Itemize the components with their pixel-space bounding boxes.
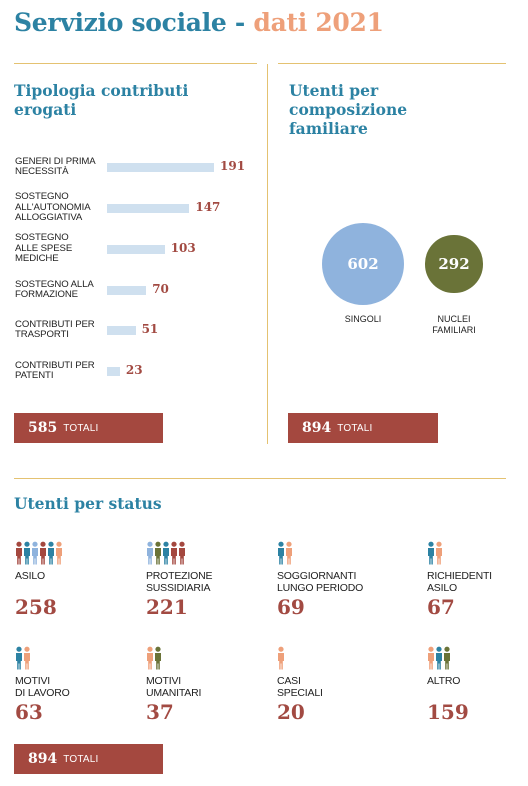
bar-value-label: 103 xyxy=(170,241,196,255)
people-group-icon xyxy=(427,646,451,670)
person-icon xyxy=(24,541,30,565)
bar-category-label: GENERI DI PRIMA NECESSITÀ xyxy=(15,155,96,177)
vertical-divider xyxy=(267,64,268,444)
status-value: 20 xyxy=(277,700,305,724)
bar-category-label: CONTRIBUTI PER PATENTI xyxy=(15,359,95,381)
person-pair-icon xyxy=(427,541,443,565)
person-icon xyxy=(286,541,292,565)
person-icon xyxy=(277,646,285,670)
status-total-number: 894 xyxy=(28,751,58,767)
person-icon xyxy=(147,646,153,670)
status-category-label: ASILO xyxy=(15,570,45,582)
bubble: 292 xyxy=(425,235,483,293)
people-group-icon xyxy=(15,541,63,565)
top-divider-left xyxy=(14,63,257,64)
middle-divider xyxy=(14,478,506,479)
bar-value-label: 191 xyxy=(220,159,246,173)
left-total-label: TOTALI xyxy=(63,422,99,434)
right-total-label: TOTALI xyxy=(337,422,373,434)
bar-category-label: SOSTEGNO ALLA FORMAZIONE xyxy=(15,278,94,300)
status-category-label: MOTIVI UMANITARI xyxy=(146,675,202,699)
status-category-label: SOGGIORNANTI LUNGO PERIODO xyxy=(277,570,364,594)
status-category-label: PROTEZIONE SUSSIDIARIA xyxy=(146,570,213,594)
status-section-heading: Utenti per status xyxy=(14,494,162,513)
left-section-heading: Tipologia contributi erogati xyxy=(14,81,189,119)
bar-value-label: 70 xyxy=(152,282,169,296)
bar-value-label: 51 xyxy=(141,322,159,336)
bar-value-label: 147 xyxy=(195,200,221,214)
bar xyxy=(107,325,136,335)
status-value: 221 xyxy=(146,595,188,619)
bar-category-label: SOSTEGNO ALL'AUTONOMIA ALLOGGIATIVA xyxy=(15,191,91,224)
person-icon xyxy=(444,646,450,670)
people-group-icon-graphic xyxy=(147,541,185,565)
person-icon xyxy=(155,646,161,670)
bar xyxy=(107,285,147,295)
status-total-box: 894 TOTALI xyxy=(14,744,163,774)
person-icon xyxy=(163,541,169,565)
person-icon xyxy=(40,541,46,565)
person-icon xyxy=(428,541,434,565)
page-title: Servizio sociale - dati 2021 xyxy=(14,8,384,37)
right-section-heading: Utenti per composizione familiare xyxy=(289,81,408,138)
people-group-icon-graphic xyxy=(428,646,450,670)
status-value: 37 xyxy=(146,700,174,724)
person-icon xyxy=(278,646,284,670)
person-icon xyxy=(155,541,161,565)
person-icon xyxy=(147,541,153,565)
bar xyxy=(107,366,120,376)
status-value: 69 xyxy=(277,595,305,619)
person-icon xyxy=(171,541,177,565)
status-value: 258 xyxy=(15,595,57,619)
bar-value-label: 23 xyxy=(125,363,143,377)
people-group-icon-graphic xyxy=(16,541,62,565)
bar-category-label: CONTRIBUTI PER TRASPORTI xyxy=(15,318,95,340)
status-category-label: RICHIEDENTI ASILO xyxy=(427,570,492,594)
status-category-label: MOTIVI DI LAVORO xyxy=(15,675,70,699)
status-value: 159 xyxy=(427,700,469,724)
title-year: dati 2021 xyxy=(253,8,384,37)
person-pair-icon-graphic xyxy=(428,541,442,565)
person-pair-icon xyxy=(277,541,293,565)
person-pair-icon xyxy=(15,646,31,670)
person-icon xyxy=(436,646,442,670)
person-icon xyxy=(428,646,434,670)
people-group-icon xyxy=(146,541,186,565)
status-total-label: TOTALI xyxy=(63,753,99,765)
person-icon xyxy=(179,541,185,565)
bar xyxy=(107,162,214,172)
bar xyxy=(107,244,165,254)
person-icon-graphic xyxy=(278,646,284,670)
top-divider-right xyxy=(278,63,506,64)
person-pair-icon-graphic xyxy=(278,541,292,565)
status-category-label: CASI SPECIALI xyxy=(277,675,323,699)
title-dash: - xyxy=(234,8,245,37)
person-icon xyxy=(436,541,442,565)
person-icon xyxy=(47,541,54,565)
left-total-box: 585 TOTALI xyxy=(14,413,163,443)
person-pair-icon xyxy=(146,646,162,670)
right-total-box: 894 TOTALI xyxy=(288,413,438,443)
person-pair-icon-graphic xyxy=(147,646,161,670)
person-icon xyxy=(24,646,30,670)
bubble-label: SINGOLI xyxy=(344,314,382,324)
title-main: Servizio sociale xyxy=(14,8,227,37)
person-icon xyxy=(16,541,22,565)
person-icon xyxy=(278,541,284,565)
left-total-number: 585 xyxy=(28,420,58,436)
person-icon xyxy=(32,541,38,565)
status-value: 63 xyxy=(15,700,43,724)
bubble: 602 xyxy=(322,223,404,305)
bar-category-label: SOSTEGNO ALLE SPESE MEDICHE xyxy=(15,232,73,265)
person-icon xyxy=(16,646,22,670)
person-pair-icon-graphic xyxy=(16,646,30,670)
bar xyxy=(107,203,190,213)
right-total-number: 894 xyxy=(302,420,332,436)
bubble-label: NUCLEI FAMILIARI xyxy=(432,314,476,335)
person-icon xyxy=(55,541,62,565)
status-value: 67 xyxy=(427,595,455,619)
status-category-label: ALTRO xyxy=(427,675,461,687)
